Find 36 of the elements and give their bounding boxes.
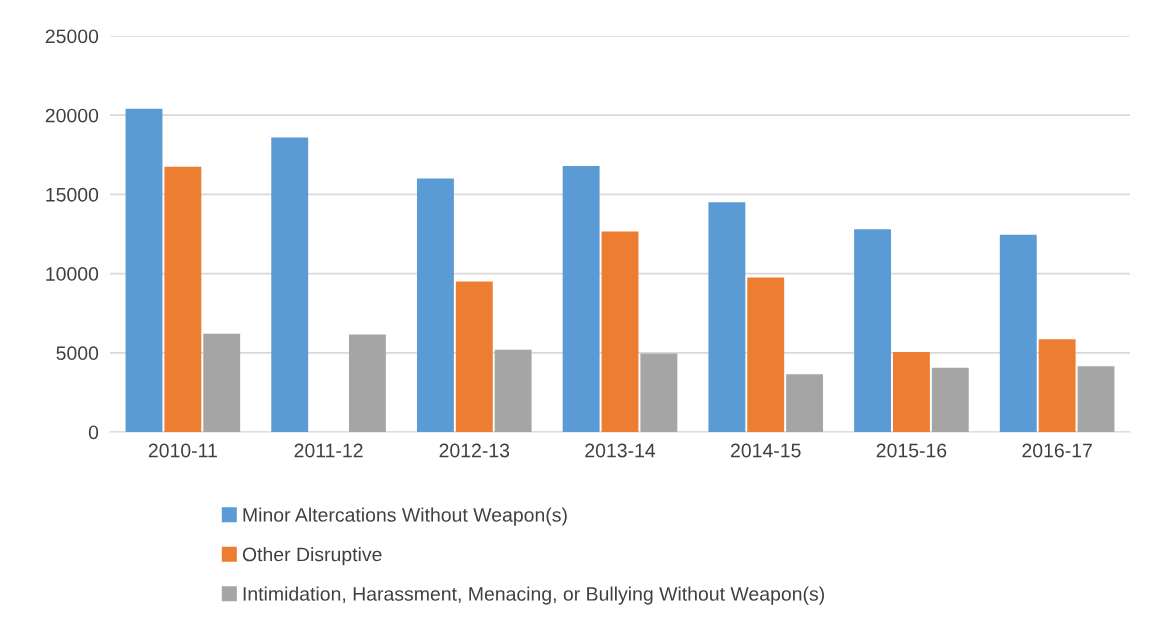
bar <box>416 178 454 432</box>
x-tick-label: 2012-13 <box>439 443 510 458</box>
x-tick-label: 2014-15 <box>731 443 801 458</box>
x-tick-label: 2011-12 <box>294 443 363 458</box>
x-tick-label: 2016-17 <box>1022 443 1092 458</box>
legend-label: Intimidation, Harassment, Menacing, or Bullying Without Weapon(s) <box>243 586 824 605</box>
y-tick-label: 5000 <box>56 346 99 361</box>
bar <box>1077 366 1115 432</box>
x-tick-label: 2010-11 <box>148 443 217 458</box>
bar <box>455 281 493 432</box>
y-tick-label: 10000 <box>46 267 99 281</box>
legend-label: Other Disruptive <box>242 547 382 566</box>
bar <box>203 333 241 432</box>
bar <box>601 231 639 432</box>
bar <box>271 137 309 432</box>
y-tick-label: 20000 <box>45 108 99 123</box>
y-tick-label: 15000 <box>46 187 99 202</box>
bar <box>164 166 202 432</box>
bar <box>494 349 532 432</box>
x-tick-label: 2015-16 <box>876 443 947 458</box>
legend-label: Minor Altercations Without Weapon(s) <box>243 507 567 526</box>
bar <box>892 352 930 432</box>
x-tick-label: 2013-14 <box>585 443 656 458</box>
bar <box>348 334 386 432</box>
bar <box>1038 339 1076 432</box>
y-tick-label: 25000 <box>45 29 99 44</box>
bar <box>708 202 746 432</box>
bar <box>640 353 678 432</box>
bar <box>931 367 969 432</box>
y-tick-label: 0 <box>88 425 99 440</box>
bar <box>562 165 600 432</box>
bar <box>747 277 785 432</box>
bar <box>854 229 892 432</box>
bar <box>125 108 163 432</box>
bar <box>999 234 1037 432</box>
bar <box>786 374 824 432</box>
